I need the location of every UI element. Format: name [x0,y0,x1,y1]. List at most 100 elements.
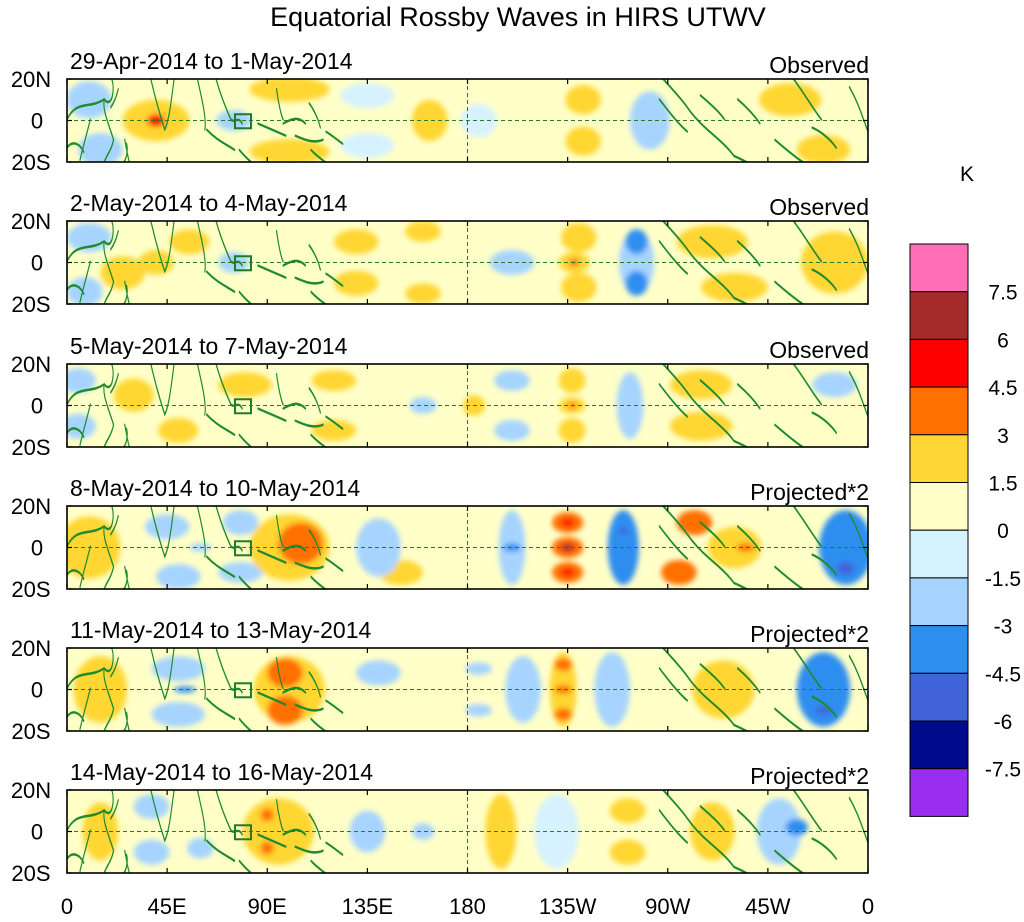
latitude-label: 0 [31,394,43,419]
anomaly-contour [334,270,379,296]
anomaly-contour [187,837,214,859]
colorbar-swatch [909,720,969,770]
anomaly-contour [801,231,868,294]
panel-field [67,506,868,589]
colorbar-swatch [909,434,969,483]
colorbar-swatch [909,482,969,531]
anomaly-contour [82,802,119,861]
colorbar-level-label: -6 [994,711,1013,734]
colorbar-level-label: 7.5 [988,282,1017,305]
anomaly-contour [625,270,648,296]
panel-field [67,648,868,731]
anomaly-contour [173,686,197,693]
anomaly-contour [260,841,274,855]
panel: 20N 0 20S 2-May-2014 to 4-May-2014 Observed [11,190,869,317]
longitude-tick-label: 90W [645,894,690,919]
colorbar-swatch [909,243,969,293]
panel-label: Projected*2 [750,479,869,505]
anomaly-contour [349,810,386,853]
anomaly-contour [594,652,630,727]
anomaly-contour [267,658,303,688]
anomaly-contour [692,660,755,719]
anomaly-contour [554,658,573,671]
anomaly-contour [494,420,530,441]
anomaly-contour [340,83,395,109]
panel-field [67,79,868,162]
colorbar-swatch [909,625,969,674]
anomaly-contour [609,839,646,865]
latitude-label: 0 [31,678,43,703]
colorbar-swatch [909,672,969,722]
anomaly-contour [465,704,492,717]
colorbar-swatch [909,529,969,579]
anomaly-contour [676,225,748,259]
anomaly-contour [67,516,121,579]
colorbar-swatch [909,338,969,388]
reference-box [233,824,252,841]
anomaly-contour [736,543,755,552]
panel-date-range: 2-May-2014 to 4-May-2014 [70,190,348,216]
anomaly-contour [560,272,597,302]
panel-label: Observed [769,194,869,220]
anomaly-contour [218,562,263,583]
panel-field [67,221,868,304]
anomaly-contour [756,798,802,865]
anomaly-contour [133,839,170,865]
panel-date-range: 5-May-2014 to 7-May-2014 [70,333,348,359]
anomaly-contour [67,277,103,304]
latitude-label: 20N [11,778,51,803]
anomaly-contour [334,229,379,255]
anomaly-contour [669,370,733,400]
latitude-label: 20N [11,636,51,661]
longitude-tick-label: 0 [61,894,73,919]
longitude-axis: 0 45E 90E 135E 180 135W 90W 45W 0 [61,894,874,919]
anomaly-contour [409,397,437,414]
anomaly-contour [222,510,259,536]
colorbar-level-label: 0 [997,520,1009,543]
colorbar-swatch [909,577,969,627]
panel-date-range: 29-Apr-2014 to 1-May-2014 [70,48,353,74]
latitude-label: 20N [11,209,51,234]
anomaly-contour [67,368,96,394]
anomaly-contour [218,372,272,398]
reference-box [233,398,252,415]
panel-field [67,364,868,447]
panel-label: Observed [769,52,869,78]
anomaly-contour [156,564,201,589]
colorbar-swatch [909,291,969,340]
anomaly-contour [169,229,210,255]
chart-title: Equatorial Rossby Waves in HIRS UTWV [270,2,766,32]
anomaly-contour [558,417,586,443]
anomaly-contour [151,656,205,682]
panel-date-range: 14-May-2014 to 16-May-2014 [70,759,373,785]
longitude-tick-label: 45E [148,894,187,919]
colorbar-level-label: 4.5 [988,377,1017,400]
anomaly-contour [836,562,855,575]
panel-field [67,790,868,873]
colorbar-level-label: 1.5 [988,473,1017,496]
anomaly-contour [249,139,330,162]
colorbar-level-label: -3 [994,616,1013,639]
anomaly-contour [560,518,575,527]
panel: 20N 0 20S 5-May-2014 to 7-May-2014 Observed [11,333,869,460]
anomaly-contour [340,132,395,158]
colorbar-level-label: 3 [997,425,1009,448]
longitude-tick-label: 180 [449,894,486,919]
anomaly-contour [460,103,497,138]
anomaly-contour [819,510,868,585]
anomaly-contour [405,221,441,242]
anomaly-contour [356,660,401,686]
panel-date-range: 8-May-2014 to 10-May-2014 [70,475,360,501]
latitude-label: 0 [31,109,43,134]
anomaly-contour [534,794,579,869]
panel: 20N 0 20S 8-May-2014 to 10-May-2014 Projecte… [11,475,869,602]
anomaly-contour [411,823,435,840]
anomaly-contour [676,510,713,536]
anomaly-contour [67,81,112,119]
panel: 20N 0 20S 11-May-2014 to 13-May-2014 Project… [11,617,869,744]
anomaly-contour [67,223,112,253]
anomaly-contour [100,256,145,290]
latitude-label: 20S [11,150,50,175]
latitude-label: 0 [31,536,43,561]
